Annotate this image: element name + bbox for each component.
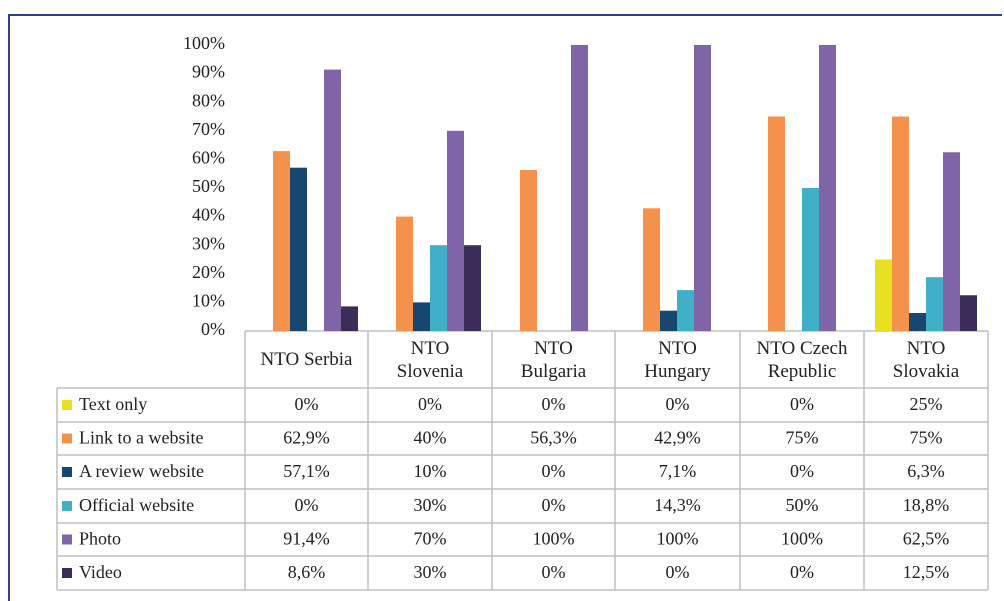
y-tick-label: 100% xyxy=(183,33,225,53)
y-tick-label: 70% xyxy=(192,119,225,139)
category-text: NTO Czech Republic xyxy=(756,337,848,382)
y-tick-label: 90% xyxy=(192,62,225,82)
category-text: NTO Hungary xyxy=(644,337,711,382)
legend-label: Link to a website xyxy=(79,428,203,448)
y-tick-label: 0% xyxy=(201,319,225,339)
category-text: NTO Bulgaria xyxy=(520,337,587,382)
bar xyxy=(802,188,819,331)
bar xyxy=(520,169,537,331)
bar xyxy=(875,259,892,331)
table-value: 100% xyxy=(657,529,699,549)
y-tick-label: 40% xyxy=(192,205,225,225)
table-value: 50% xyxy=(786,495,819,515)
table-value: 56,3% xyxy=(530,428,577,448)
table-value: 8,6% xyxy=(288,562,326,582)
bar xyxy=(571,45,588,331)
table-value: 0% xyxy=(542,461,566,481)
bar xyxy=(768,116,785,331)
bar xyxy=(413,302,430,331)
table-value: 14,3% xyxy=(654,495,701,515)
table-value: 30% xyxy=(414,562,447,582)
legend-swatch xyxy=(62,467,72,477)
table-value: 0% xyxy=(790,394,814,414)
category-label: NTO Bulgaria xyxy=(492,331,615,388)
table-value: 25% xyxy=(910,394,943,414)
legend-label: A review website xyxy=(79,461,204,481)
frame xyxy=(8,14,1002,601)
bar xyxy=(290,167,307,331)
table-value: 100% xyxy=(533,529,575,549)
table-value: 0% xyxy=(542,495,566,515)
y-tick-label: 80% xyxy=(192,90,225,110)
legend-label: Text only xyxy=(79,394,147,414)
bar xyxy=(643,208,660,331)
y-tick-label: 60% xyxy=(192,148,225,168)
table-value: 0% xyxy=(790,562,814,582)
table-value: 75% xyxy=(786,428,819,448)
table-value: 62,9% xyxy=(283,428,330,448)
bar xyxy=(324,69,341,331)
bar xyxy=(660,310,677,331)
y-tick-label: 10% xyxy=(192,291,225,311)
table-value: 6,3% xyxy=(907,461,945,481)
bar xyxy=(943,152,960,331)
bar xyxy=(430,245,447,331)
bar xyxy=(447,130,464,331)
table-value: 62,5% xyxy=(903,529,950,549)
category-text: NTO Serbia xyxy=(260,349,353,370)
category-label: NTO Hungary xyxy=(615,331,740,388)
y-tick-label: 30% xyxy=(192,233,225,253)
legend-label: Official website xyxy=(79,495,194,515)
table-value: 0% xyxy=(295,394,319,414)
bar xyxy=(892,116,909,331)
table-value: 7,1% xyxy=(659,461,697,481)
bar xyxy=(273,151,290,331)
bar xyxy=(396,216,413,331)
legend-swatch xyxy=(62,568,72,578)
legend-swatch xyxy=(62,433,72,444)
bar xyxy=(694,45,711,331)
category-label: NTO Serbia xyxy=(245,331,368,388)
table-value: 0% xyxy=(790,461,814,481)
bar xyxy=(341,306,358,331)
table-value: 10% xyxy=(414,461,447,481)
table-value: 57,1% xyxy=(283,461,330,481)
legend-swatch xyxy=(62,400,72,410)
legend-swatch xyxy=(62,501,72,511)
table-value: 75% xyxy=(910,428,943,448)
category-label: NTO Slovenia xyxy=(368,331,492,388)
category-text: NTO Slovakia xyxy=(892,337,960,382)
table-value: 0% xyxy=(666,394,690,414)
table-value: 40% xyxy=(414,428,447,448)
bar xyxy=(909,312,926,331)
table-value: 42,9% xyxy=(654,428,701,448)
bar xyxy=(819,45,836,331)
table-value: 0% xyxy=(295,495,319,515)
bar xyxy=(464,245,481,331)
legend-label: Video xyxy=(79,562,122,582)
table-value: 30% xyxy=(414,495,447,515)
table-value: 100% xyxy=(781,529,823,549)
table-value: 0% xyxy=(666,562,690,582)
table-value: 12,5% xyxy=(903,562,950,582)
table-value: 18,8% xyxy=(903,495,950,515)
bar xyxy=(960,295,977,331)
category-text: NTO Slovenia xyxy=(396,337,464,382)
category-label: NTO Slovakia xyxy=(864,331,988,388)
table-value: 91,4% xyxy=(283,529,330,549)
bar xyxy=(926,277,943,331)
table-value: 70% xyxy=(414,529,447,549)
table-value: 0% xyxy=(542,562,566,582)
y-tick-label: 20% xyxy=(192,262,225,282)
legend-swatch xyxy=(62,534,72,545)
bar xyxy=(677,290,694,331)
table-value: 0% xyxy=(542,394,566,414)
table-value: 0% xyxy=(418,394,442,414)
category-label: NTO Czech Republic xyxy=(740,331,864,388)
legend-label: Photo xyxy=(79,529,121,549)
y-tick-label: 50% xyxy=(192,176,225,196)
